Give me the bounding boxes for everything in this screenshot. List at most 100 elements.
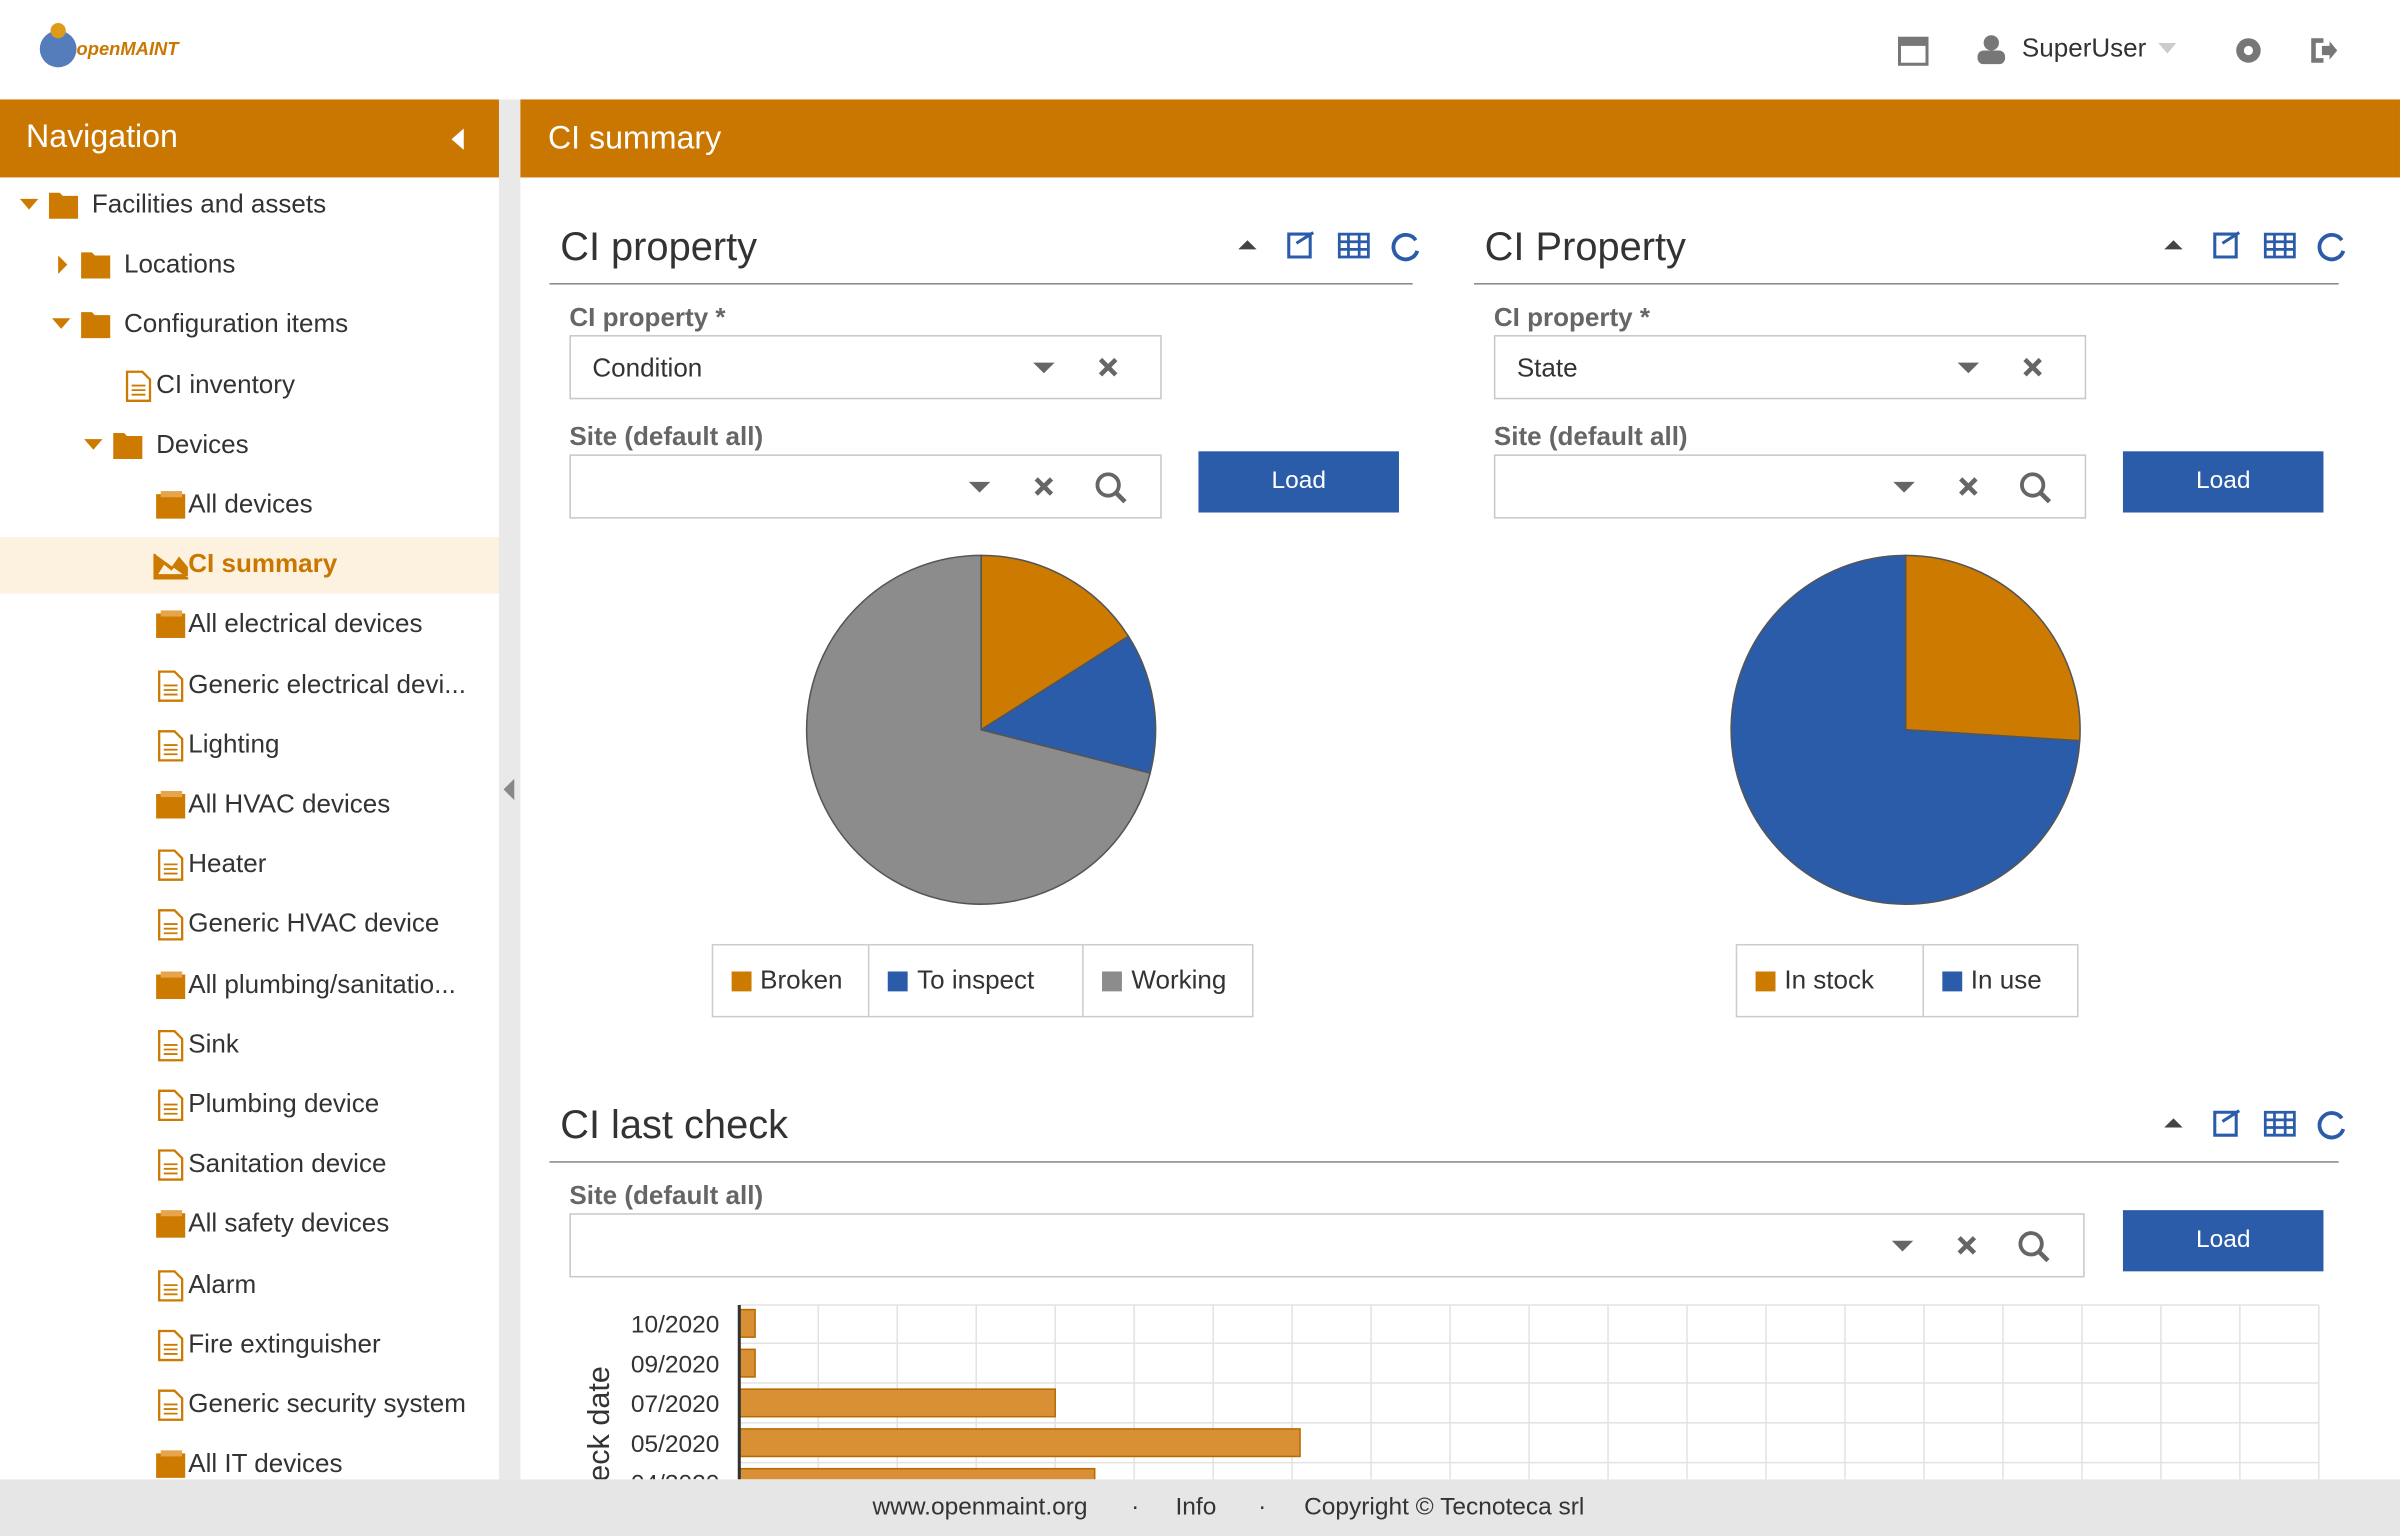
nav-label[interactable]: All devices	[188, 489, 313, 519]
nav-label[interactable]: CI inventory	[156, 369, 295, 399]
nav-item[interactable]: Fire extinguisher	[0, 1317, 499, 1374]
combo-box[interactable]	[1493, 454, 2087, 519]
collapse-nav[interactable]	[451, 128, 467, 150]
table-tool[interactable]	[2263, 1110, 2296, 1137]
nav-item[interactable]: CI summary	[0, 537, 499, 594]
nav-item[interactable]: Alarm	[0, 1257, 499, 1314]
nav-label[interactable]: Heater	[188, 849, 267, 879]
nav-item[interactable]: Heater	[0, 837, 499, 894]
footer-link[interactable]: Copyright © Tecnoteca srl	[1304, 1494, 1585, 1521]
nav-item[interactable]: Lighting	[0, 717, 499, 774]
bar[interactable]	[738, 1467, 1096, 1480]
nav-item[interactable]: Devices	[0, 417, 499, 474]
edit-tool[interactable]	[2213, 1109, 2241, 1137]
search-trigger[interactable]	[2020, 472, 2046, 498]
nav-item[interactable]: Sink	[0, 1017, 499, 1074]
nav-label[interactable]: All safety devices	[188, 1209, 390, 1239]
nav-label[interactable]: Generic HVAC device	[188, 909, 440, 939]
legend-item[interactable]: Broken	[713, 945, 868, 1015]
nav-label[interactable]: All plumbing/sanitatio...	[188, 969, 456, 999]
nav-label[interactable]: Fire extinguisher	[188, 1329, 381, 1359]
refresh-tool[interactable]	[2317, 1111, 2346, 1140]
edit-tool[interactable]	[1287, 231, 1315, 259]
pie-slice[interactable]	[1904, 554, 2081, 742]
dropdown-trigger[interactable]	[968, 481, 991, 493]
load-button[interactable]: Load	[1198, 451, 1399, 513]
nav-item[interactable]: All devices	[0, 477, 499, 534]
legend-item[interactable]: To inspect	[868, 945, 1082, 1016]
legend-item[interactable]: In stock	[1737, 945, 1922, 1015]
search-trigger[interactable]	[2018, 1231, 2044, 1257]
clear-trigger[interactable]	[1959, 477, 1978, 496]
user-name[interactable]: SuperUser	[2021, 33, 2147, 63]
footer-link[interactable]: Info	[1175, 1494, 1217, 1521]
combo-box[interactable]	[569, 1213, 2085, 1278]
pie-slice[interactable]	[1730, 554, 2081, 905]
bar[interactable]	[738, 1388, 1056, 1418]
collapse-tool[interactable]	[1238, 240, 1257, 250]
nav-label[interactable]: Lighting	[188, 729, 280, 759]
dropdown-trigger[interactable]	[1893, 481, 1915, 493]
collapse-tool[interactable]	[2164, 1118, 2183, 1128]
nav-label[interactable]: All IT devices	[188, 1449, 343, 1479]
nav-item[interactable]: CI inventory	[0, 357, 499, 414]
combo-value[interactable]: State	[1516, 353, 1578, 383]
nav-item[interactable]: Sanitation device	[0, 1137, 499, 1194]
nav-label[interactable]: Alarm	[188, 1269, 257, 1299]
nav-item[interactable]: Generic electrical devi...	[0, 657, 499, 714]
bar[interactable]	[738, 1428, 1301, 1458]
nav-label[interactable]: All electrical devices	[188, 609, 423, 639]
calendar-icon[interactable]	[1897, 34, 1929, 68]
nav-label[interactable]: Generic security system	[188, 1389, 466, 1419]
user-caret[interactable]	[2158, 42, 2177, 55]
combo-value[interactable]: Condition	[592, 353, 703, 383]
nav-label[interactable]: Locations	[123, 249, 236, 279]
combo-box[interactable]: State	[1493, 335, 2087, 400]
load-button[interactable]: Load	[2122, 451, 2324, 513]
nav-item[interactable]: Facilities and assets	[0, 177, 499, 234]
pie-slice[interactable]	[805, 554, 1152, 905]
nav-item[interactable]: Generic HVAC device	[0, 897, 499, 954]
footer-link[interactable]: www.openmaint.org	[872, 1494, 1088, 1521]
dropdown-trigger[interactable]	[1891, 1240, 1914, 1252]
clear-trigger[interactable]	[2023, 357, 2042, 377]
nav-label[interactable]: Generic electrical devi...	[188, 669, 466, 699]
nav-item[interactable]: Generic security system	[0, 1377, 499, 1434]
combo-box[interactable]	[569, 454, 1162, 519]
dropdown-trigger[interactable]	[1033, 362, 1055, 374]
search-trigger[interactable]	[2038, 491, 2052, 504]
nav-label[interactable]: Sink	[188, 1029, 239, 1059]
nav-item[interactable]: All HVAC devices	[0, 777, 499, 834]
collapse-tool[interactable]	[2164, 240, 2183, 250]
table-tool[interactable]	[1337, 232, 1370, 259]
settings-icon[interactable]	[2233, 35, 2264, 66]
splitter-arrow[interactable]	[503, 778, 516, 801]
nav-item[interactable]: Configuration items	[0, 297, 499, 354]
legend-item[interactable]: Working	[1082, 945, 1252, 1016]
dropdown-trigger[interactable]	[1957, 362, 1980, 374]
edit-tool[interactable]	[2213, 231, 2241, 259]
logout-icon[interactable]	[2308, 35, 2339, 66]
nav-label[interactable]: Devices	[156, 429, 249, 459]
nav-item[interactable]: All IT devices	[0, 1437, 499, 1494]
nav-label[interactable]: Configuration items	[123, 309, 349, 339]
refresh-tool[interactable]	[2317, 232, 2346, 262]
legend-item[interactable]: In use	[1921, 945, 2077, 1016]
nav-item[interactable]: All electrical devices	[0, 597, 499, 654]
combo-box[interactable]: Condition	[569, 335, 1162, 400]
nav-item[interactable]: All plumbing/sanitatio...	[0, 957, 499, 1014]
load-button[interactable]: Load	[2122, 1210, 2324, 1272]
nav-label[interactable]: Facilities and assets	[91, 189, 327, 219]
nav-label[interactable]: Sanitation device	[188, 1149, 387, 1179]
user-icon[interactable]	[1973, 34, 2010, 65]
nav-item[interactable]: All safety devices	[0, 1197, 499, 1254]
nav-label[interactable]: CI summary	[188, 549, 338, 579]
pie-slice[interactable]	[980, 554, 1130, 732]
refresh-tool[interactable]	[1391, 232, 1420, 262]
nav-label[interactable]: All HVAC devices	[188, 789, 391, 819]
table-tool[interactable]	[2263, 232, 2296, 259]
search-trigger[interactable]	[1095, 472, 1121, 498]
clear-trigger[interactable]	[1034, 477, 1054, 496]
clear-trigger[interactable]	[1957, 1236, 1977, 1255]
pie-slice[interactable]	[979, 635, 1157, 775]
